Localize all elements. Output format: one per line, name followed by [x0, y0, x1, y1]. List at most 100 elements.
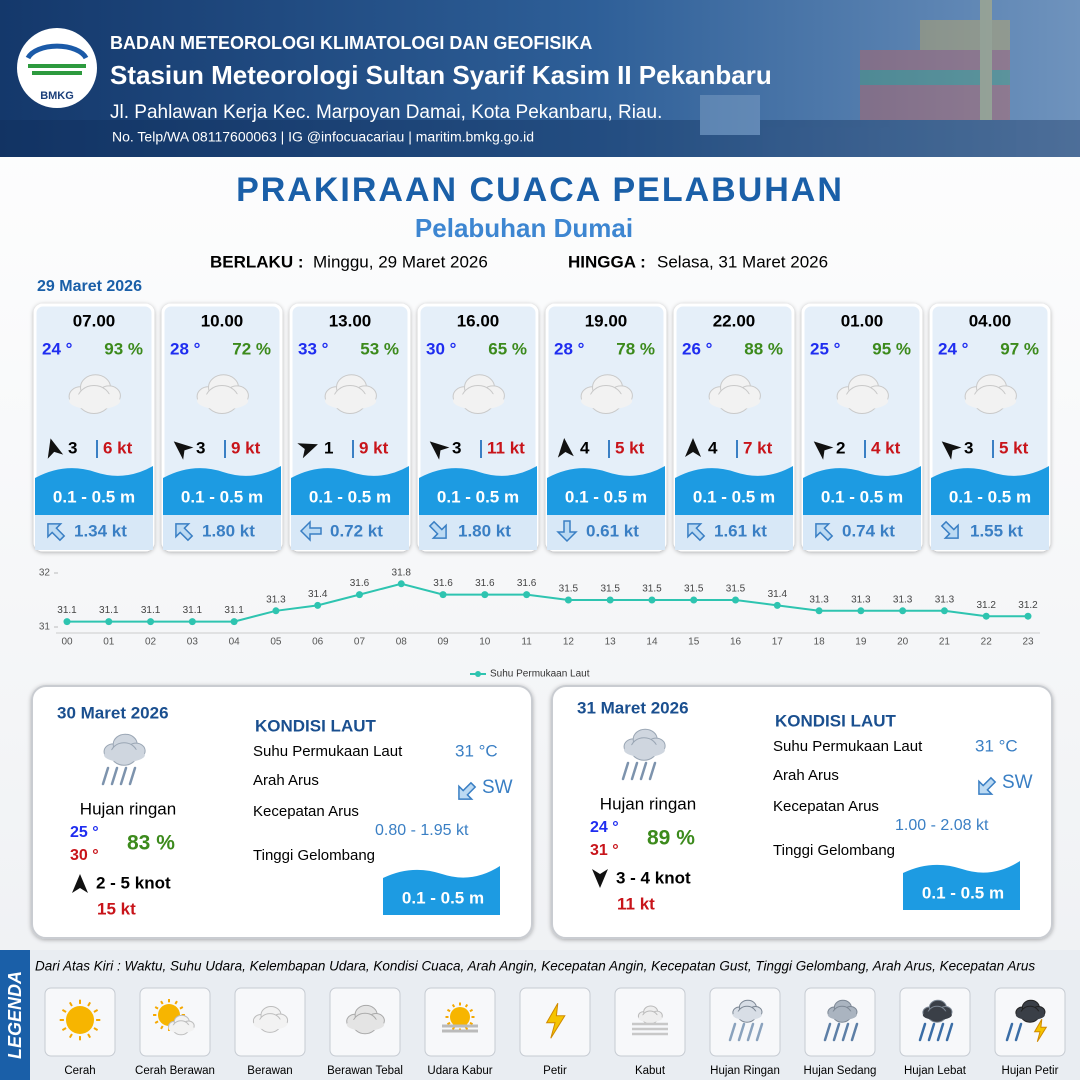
wind-arrow-head: [557, 438, 574, 458]
sun-ray: [451, 1003, 456, 1008]
rain-drop: [841, 1022, 850, 1042]
sun-disc: [450, 1007, 470, 1027]
wave-height: 0.1 - 0.5 m: [437, 487, 519, 506]
cloud-base: [1015, 1010, 1045, 1020]
current-arrow: [299, 520, 322, 542]
time: 07.00: [73, 311, 116, 330]
wind-arrow-head: [47, 438, 64, 459]
x-tick-label: 14: [646, 637, 658, 648]
station: Stasiun Meteorologi Sultan Syarif Kasim …: [110, 60, 772, 90]
sst-value-label: 31.1: [141, 605, 161, 616]
rain-drop: [927, 1022, 936, 1042]
sst-point: [397, 580, 405, 588]
sst-value-label: 31.6: [517, 578, 537, 589]
wave-shape: [547, 466, 665, 515]
x-tick-label: 06: [312, 637, 324, 648]
current-arrow: [556, 520, 578, 543]
wave-label: Tinggi Gelombang: [253, 847, 375, 864]
cloud-icon: [637, 1005, 663, 1025]
cloud-icon: [252, 1006, 289, 1033]
wind-arrow: [941, 441, 962, 460]
rain-drop: [850, 1022, 859, 1042]
valid-from: Minggu, 29 Maret 2026: [313, 252, 488, 271]
cloud-base: [104, 748, 145, 762]
sst-point: [606, 596, 614, 604]
legend-item: Berawan Tebal: [327, 987, 403, 1077]
lightning: [545, 1002, 566, 1039]
wind-arrow: [592, 869, 608, 888]
air-temperature: 24 °: [938, 339, 969, 358]
current-dir-label: Arah Arus: [253, 772, 319, 789]
sst-label: Suhu Permukaan Laut: [773, 738, 923, 755]
humidity: 83 %: [127, 832, 175, 855]
wind-speed: 3: [196, 438, 205, 457]
cloud-base: [965, 392, 1017, 410]
logo-text: BMKG: [40, 90, 74, 102]
cloud-icon: [922, 999, 953, 1023]
current-arrow-shape: [299, 520, 322, 542]
cloud-base: [837, 392, 889, 410]
current-arrow-shape: [556, 520, 578, 543]
rain-drop: [110, 766, 119, 786]
current-arrow: [940, 520, 959, 539]
wave-height: 0.1 - 0.5 m: [309, 487, 391, 506]
current-speed: 0.61 kt: [586, 521, 639, 540]
address: Jl. Pahlawan Kerja Kec. Marpoyan Damai, …: [110, 102, 662, 123]
current-arrow-shape: [815, 523, 834, 542]
outlook-panel: 30 Maret 2026 Hujan ringan 25 ° 30 ° 83 % 2 -…: [31, 685, 533, 939]
sun-ray: [93, 1008, 99, 1013]
sun-ray: [469, 1008, 474, 1013]
cloud-icon: [68, 374, 121, 415]
sun-ray: [61, 1027, 67, 1032]
humidity: 88 %: [744, 339, 783, 358]
cloud-base: [69, 392, 121, 410]
air-temperature: 33 °: [298, 339, 329, 358]
cloud-base: [922, 1010, 952, 1020]
sst-point: [439, 591, 447, 599]
x-tick-label: 11: [521, 637, 532, 648]
gust: 11 kt: [487, 438, 525, 457]
agency: BADAN METEOROLOGI KLIMATOLOGI DAN GEOFIS…: [110, 33, 592, 53]
sst-point: [648, 596, 656, 604]
current-arrow-shape: [458, 781, 477, 800]
current-arrow: [815, 523, 834, 542]
wind-arrow: [47, 438, 64, 459]
wave-height: 0.1 - 0.5 m: [53, 487, 135, 506]
time: 22.00: [713, 311, 756, 330]
sst-point: [230, 618, 238, 626]
air-temperature: 28 °: [554, 339, 585, 358]
sst-value-label: 31.3: [851, 594, 871, 605]
wave-shape: [383, 866, 500, 915]
wind-arrow-head: [173, 441, 194, 460]
humidity: 53 %: [360, 339, 399, 358]
legend-item: Petir: [519, 987, 591, 1077]
legend-item-label: Berawan Tebal: [327, 1065, 403, 1077]
current-speed: 1.80 kt: [202, 521, 255, 540]
rain-drop: [630, 761, 639, 781]
date: 31 Maret 2026: [577, 698, 689, 717]
sun-ray: [160, 1025, 164, 1030]
sst-point: [523, 591, 531, 599]
legend-item: Hujan Lebat: [899, 987, 971, 1077]
legend-item-label: Hujan Petir: [1002, 1065, 1059, 1077]
time: 19.00: [585, 311, 628, 330]
x-tick-label: 23: [1022, 637, 1034, 648]
rain-drop: [639, 761, 648, 781]
legend-item-label: Hujan Lebat: [904, 1065, 967, 1077]
temp-min: 24 °: [590, 819, 619, 836]
sun-ray: [446, 1021, 451, 1026]
current-dir: SW: [482, 777, 513, 798]
x-tick-label: 16: [730, 637, 742, 648]
current-dir: SW: [1002, 772, 1033, 793]
air-temperature: 24 °: [42, 339, 73, 358]
current-speed: 0.74 kt: [842, 521, 895, 540]
legend-items: Cerah Cerah Berawan Berawan Berawan Tebal Ud…: [44, 987, 1066, 1077]
wind-speed: 4: [580, 438, 590, 457]
cloud-base: [325, 392, 377, 410]
lightning: [1033, 1018, 1048, 1042]
wave-label: Tinggi Gelombang: [773, 842, 895, 859]
sst-point: [147, 618, 155, 626]
